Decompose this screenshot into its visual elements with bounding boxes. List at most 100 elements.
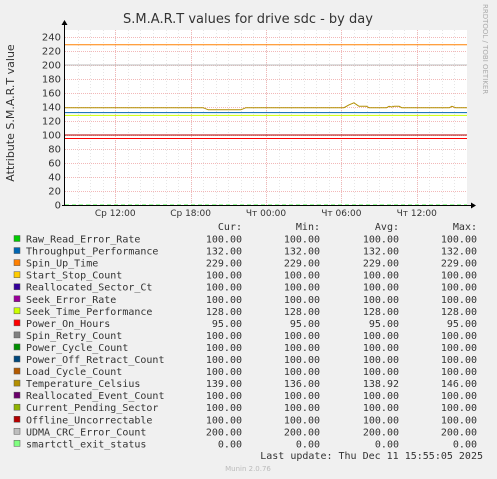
legend-name-spin-retry-count: Spin_Retry_Count (26, 331, 122, 342)
y-tick-label: 40 (48, 173, 61, 184)
x-tick-label: Чт 00:00 (246, 209, 286, 219)
legend-avg-current-pending-sector: 100.00 (363, 403, 399, 414)
y-tick-label: 240 (42, 33, 61, 44)
legend-cur-reallocated-event-count: 100.00 (206, 391, 242, 402)
legend-max-power-cycle-count: 100.00 (441, 343, 477, 354)
legend-cur-current-pending-sector: 100.00 (206, 403, 242, 414)
legend-avg-spin-up-time: 229.00 (363, 259, 399, 270)
series-line-temperature-celsius (65, 102, 467, 111)
legend-swatch-raw-read-error-rate (13, 235, 21, 242)
legend-min-current-pending-sector: 100.00 (284, 403, 320, 414)
munin-version: Munin 2.0.76 (225, 465, 271, 473)
y-tick-label: 200 (42, 61, 61, 72)
legend-max-start-stop-count: 100.00 (441, 271, 477, 282)
legend-name-smartctl-exit-status: smartctl_exit_status (26, 439, 146, 450)
legend-max-temperature-celsius: 146.00 (441, 379, 477, 390)
legend-cur-spin-up-time: 229.00 (206, 259, 242, 270)
legend-avg-start-stop-count: 100.00 (363, 271, 399, 282)
legend-swatch-smartctl-exit-status (13, 440, 21, 447)
legend-cur-spin-retry-count: 100.00 (206, 331, 242, 342)
legend-cur-power-cycle-count: 100.00 (206, 343, 242, 354)
legend-swatch-temperature-celsius (13, 379, 21, 387)
legend-min-load-cycle-count: 100.00 (284, 367, 320, 378)
legend-name-udma-crc-error-count: UDMA_CRC_Error_Count (26, 427, 146, 438)
legend-max-raw-read-error-rate: 100.00 (441, 235, 477, 246)
legend-swatch-spin-up-time (13, 259, 21, 266)
legend-min-spin-retry-count: 100.00 (284, 331, 320, 342)
y-tick-label: 180 (42, 75, 61, 86)
legend-avg-power-on-hours: 95.00 (369, 319, 399, 330)
legend-max-throughput-performance: 132.00 (441, 247, 477, 258)
y-tick-label: 220 (42, 47, 61, 58)
y-tick-label: 120 (42, 117, 61, 128)
legend-name-temperature-celsius: Temperature_Celsius (26, 379, 140, 390)
legend-min-seek-error-rate: 100.00 (284, 295, 320, 306)
legend-max-seek-time-performance: 128.00 (441, 307, 477, 318)
x-tick-label: Ср 18:00 (170, 209, 211, 219)
x-tick-label: Чт 12:00 (397, 209, 437, 219)
legend-avg-load-cycle-count: 100.00 (363, 367, 399, 378)
legend-cur-seek-error-rate: 100.00 (206, 295, 242, 306)
legend-name-throughput-performance: Throughput_Performance (26, 247, 158, 258)
legend-swatch-load-cycle-count (13, 367, 21, 375)
legend-max-spin-retry-count: 100.00 (441, 331, 477, 342)
legend-name-current-pending-sector: Current_Pending_Sector (26, 403, 158, 414)
legend-swatch-power-on-hours (13, 319, 21, 327)
legend-avg-offline-uncorrectable: 100.00 (363, 415, 399, 426)
legend-avg-smartctl-exit-status: 0.00 (375, 439, 399, 450)
y-axis-arrow (61, 20, 68, 25)
legend-swatch-seek-time-performance (13, 307, 21, 315)
legend-min-throughput-performance: 132.00 (284, 247, 320, 258)
legend-cur-seek-time-performance: 128.00 (206, 307, 242, 318)
legend-avg-spin-retry-count: 100.00 (363, 331, 399, 342)
legend-max-offline-uncorrectable: 100.00 (441, 415, 477, 426)
legend-min-reallocated-sector-ct: 100.00 (284, 283, 320, 294)
legend-cur-offline-uncorrectable: 100.00 (206, 415, 242, 426)
legend-name-spin-up-time: Spin_Up_Time (26, 259, 98, 270)
legend-cur-smartctl-exit-status: 0.00 (218, 439, 242, 450)
legend-name-seek-time-performance: Seek_Time_Performance (26, 307, 152, 318)
legend-max-load-cycle-count: 100.00 (441, 367, 477, 378)
y-tick-label: 20 (48, 187, 61, 198)
legend-min-power-on-hours: 95.00 (290, 319, 320, 330)
legend-name-power-on-hours: Power_On_Hours (26, 319, 110, 330)
legend-swatch-throughput-performance (13, 247, 21, 254)
legend-min-power-off-retract-count: 100.00 (284, 355, 320, 366)
legend-min-udma-crc-error-count: 200.00 (284, 427, 320, 438)
legend-avg-power-off-retract-count: 100.00 (363, 355, 399, 366)
last-update: Last update: Thu Dec 11 15:55:05 2025 (260, 451, 483, 462)
chart-title: S.M.A.R.T values for drive sdc - by day (123, 12, 373, 27)
legend-min-power-cycle-count: 100.00 (284, 343, 320, 354)
x-tick-label: Чт 06:00 (321, 209, 361, 219)
legend-cur-temperature-celsius: 139.00 (206, 379, 242, 390)
legend-avg-throughput-performance: 132.00 (363, 247, 399, 258)
legend-header-max: Max: (453, 222, 477, 233)
legend-name-offline-uncorrectable: Offline_Uncorrectable (26, 415, 152, 426)
legend-avg-temperature-celsius: 138.92 (363, 379, 399, 390)
legend-swatch-current-pending-sector (13, 403, 21, 411)
legend-avg-udma-crc-error-count: 200.00 (363, 427, 399, 438)
legend-max-reallocated-event-count: 100.00 (441, 391, 477, 402)
legend-name-raw-read-error-rate: Raw_Read_Error_Rate (26, 235, 140, 246)
legend-min-seek-time-performance: 128.00 (284, 307, 320, 318)
legend-min-raw-read-error-rate: 100.00 (284, 235, 320, 246)
legend-swatch-power-cycle-count (13, 343, 21, 351)
legend-header-avg: Avg: (375, 222, 399, 233)
legend-max-udma-crc-error-count: 200.00 (441, 427, 477, 438)
legend: Cur: Min: Avg: Max: Raw_Read_Error_Rate 100.0… (13, 222, 477, 450)
legend-name-seek-error-rate: Seek_Error_Rate (26, 295, 116, 306)
legend-min-offline-uncorrectable: 100.00 (284, 415, 320, 426)
y-tick-label: 160 (42, 89, 61, 100)
y-tick-label: 0 (55, 201, 61, 212)
legend-swatch-reallocated-event-count (13, 391, 21, 399)
legend-name-reallocated-sector-ct: Reallocated_Sector_Ct (26, 283, 152, 294)
x-axis-arrow (471, 202, 476, 209)
legend-avg-power-cycle-count: 100.00 (363, 343, 399, 354)
legend-cur-reallocated-sector-ct: 100.00 (206, 283, 242, 294)
legend-min-reallocated-event-count: 100.00 (284, 391, 320, 402)
y-tick-label: 140 (42, 103, 61, 114)
legend-cur-load-cycle-count: 100.00 (206, 367, 242, 378)
legend-swatch-reallocated-sector-ct (13, 283, 21, 290)
legend-swatch-seek-error-rate (13, 295, 21, 302)
x-tick-label: Ср 12:00 (95, 209, 136, 219)
